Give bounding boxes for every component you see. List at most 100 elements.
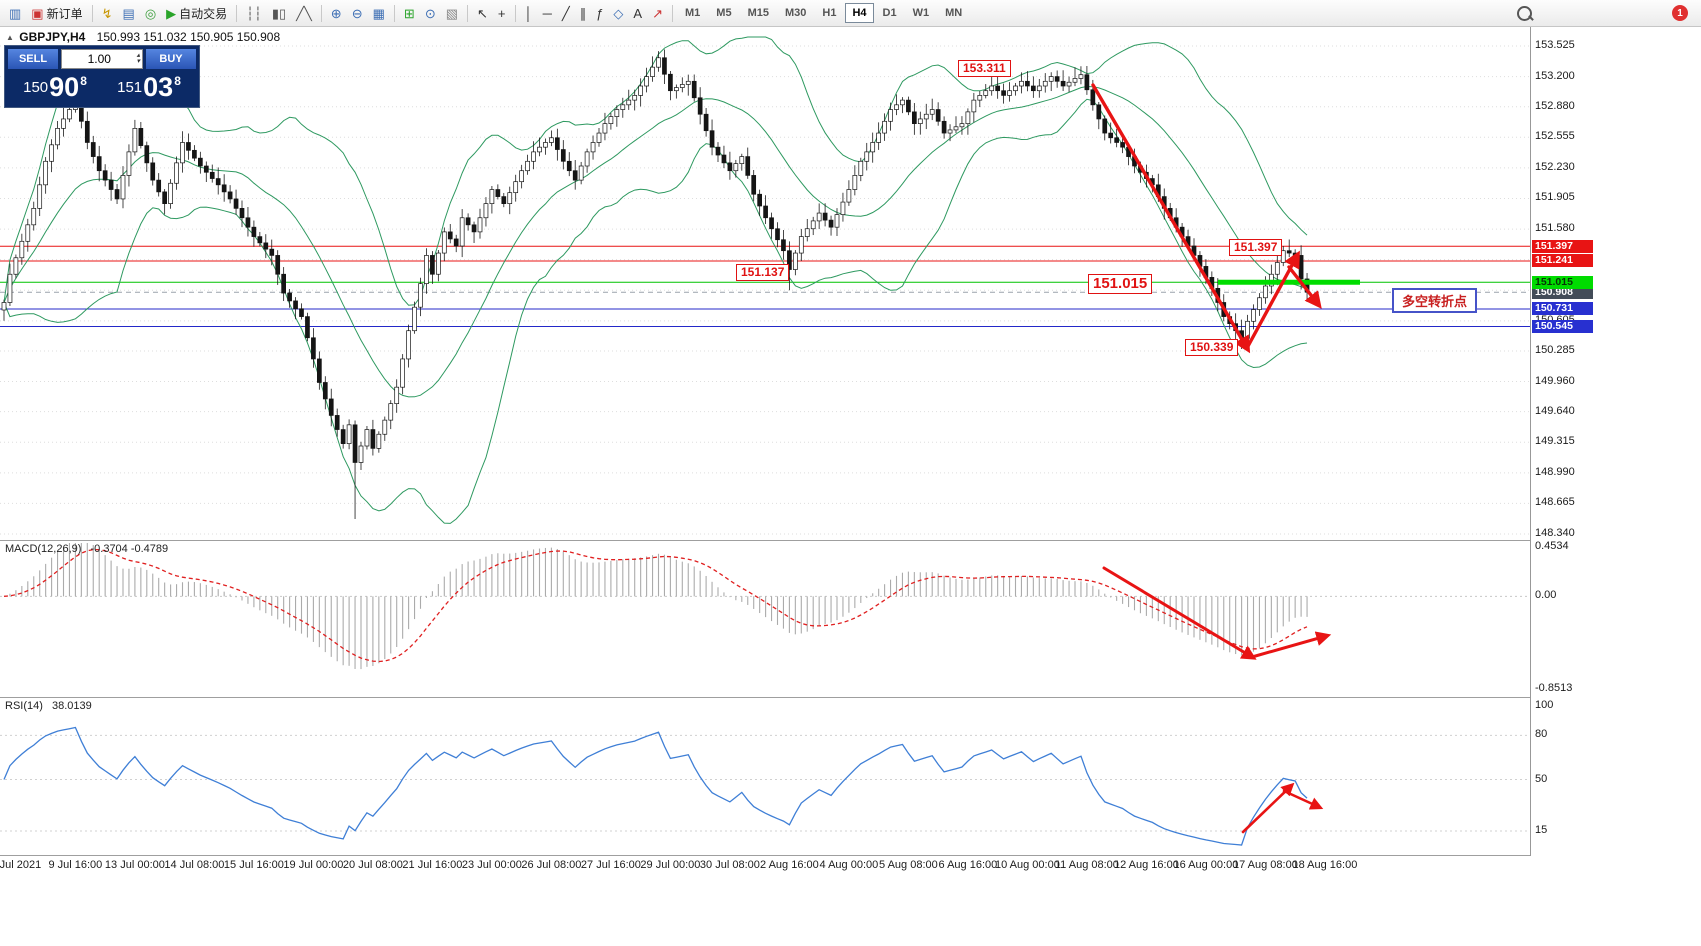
annotation-note[interactable]: 多空转折点 — [1392, 288, 1478, 313]
text-icon[interactable]: A — [629, 5, 646, 22]
rsi-scale-tick: 80 — [1535, 728, 1548, 741]
trend-arrow[interactable] — [1250, 631, 1332, 659]
rsi-scale-tick: 50 — [1535, 772, 1548, 785]
price-tick: 151.905 — [1535, 191, 1575, 204]
buy-button[interactable]: BUY — [146, 49, 196, 69]
timeframe-M5[interactable]: M5 — [716, 7, 732, 19]
horizontal-line-icon[interactable]: ─ — [539, 5, 556, 22]
drawn-trend-arrows[interactable] — [1091, 83, 1332, 834]
buy-price-main: 151 — [117, 79, 143, 96]
toolbar-separator — [467, 4, 469, 22]
volume-up-icon[interactable]: ▴ — [136, 52, 140, 59]
navigator-icon[interactable]: ◎ — [141, 5, 160, 22]
tile-windows-icon[interactable]: ▦ — [369, 5, 389, 22]
price-tick: 150.285 — [1535, 343, 1575, 356]
macd-scale-tick: 0.4534 — [1535, 540, 1569, 552]
panel-separator[interactable] — [0, 697, 1701, 698]
macd-scale-tick: -0.8513 — [1535, 682, 1573, 694]
toolbar-separator — [91, 4, 93, 22]
price-tick: 149.640 — [1535, 404, 1575, 417]
volume-spinner[interactable]: ▴ ▾ — [136, 52, 142, 65]
chart-grid — [0, 45, 1530, 535]
bollinger-bands — [3, 36, 1308, 524]
price-level-label: 151.241 — [1532, 254, 1593, 268]
rsi-panel — [0, 726, 1530, 846]
sell-price-main: 150 — [23, 79, 49, 96]
price-level-label: 150.731 — [1532, 302, 1593, 316]
rsi-scale-tick: 15 — [1535, 823, 1548, 836]
arrow-tool-icon[interactable]: ↗ — [648, 5, 667, 22]
crosshair-icon[interactable]: + — [494, 5, 510, 22]
vertical-line-icon: │ — [524, 5, 533, 21]
search-icon[interactable] — [1517, 5, 1532, 21]
time-label: 17 Aug 08:00 — [1232, 859, 1298, 871]
navigator-icon: ◎ — [144, 5, 157, 21]
zoom-in-icon[interactable]: ⊕ — [327, 5, 346, 22]
channel-icon[interactable]: ∥ — [576, 5, 591, 22]
trend-arrow[interactable] — [1282, 789, 1324, 810]
volume-down-icon[interactable]: ▾ — [136, 58, 140, 65]
chart-canvas[interactable] — [0, 27, 1530, 856]
trend-arrow[interactable] — [1241, 782, 1295, 834]
price-tick: 153.200 — [1535, 69, 1575, 82]
price-level-label: 150.545 — [1532, 319, 1593, 333]
template-icon[interactable]: ▧ — [442, 5, 462, 22]
trend-arrow[interactable] — [1091, 83, 1251, 354]
bar-chart-icon[interactable]: ┆┆ — [242, 5, 266, 22]
zoom-out-icon[interactable]: ⊖ — [348, 5, 367, 22]
horizontal-line-icon: ─ — [542, 5, 552, 21]
time-label: 9 Jul 16:00 — [48, 859, 103, 871]
chart-symbol-info: ▲ GBPJPY,H4 150.993 151.032 150.905 150.… — [6, 30, 280, 44]
sell-button[interactable]: SELL — [8, 49, 58, 69]
expert-advisors-icon[interactable]: ↯ — [98, 5, 117, 22]
timeframe-M30[interactable]: M30 — [784, 7, 807, 19]
toolbar-separator — [672, 4, 673, 22]
time-label: 16 Aug 00:00 — [1173, 859, 1239, 871]
notification-badge[interactable]: 1 — [1672, 5, 1688, 21]
toolbar-separator — [514, 4, 516, 22]
new-order-button[interactable]: ▣ 新订单 — [27, 3, 86, 24]
timeframe-M1[interactable]: M1 — [685, 7, 701, 19]
timeframe-D1[interactable]: D1 — [882, 7, 897, 19]
timeframe-H4[interactable]: H4 — [845, 3, 874, 23]
buy-price[interactable]: 151 03 8 — [102, 71, 196, 104]
toolbar-right-group: 1 — [1517, 5, 1696, 21]
timeframe-H1[interactable]: H1 — [822, 7, 837, 19]
macd-panel — [0, 543, 1530, 670]
timeframe-MN[interactable]: MN — [945, 7, 963, 19]
sell-price[interactable]: 150 90 8 — [8, 71, 102, 104]
price-tick: 152.880 — [1535, 99, 1575, 112]
cursor-icon[interactable]: ↖ — [473, 5, 492, 22]
fibonacci-icon[interactable]: ƒ — [592, 5, 607, 22]
market-watch-icon[interactable]: ▤ — [119, 5, 139, 22]
timeframe-M15[interactable]: M15 — [747, 7, 769, 19]
price-tick: 152.555 — [1535, 130, 1575, 143]
periods-icon[interactable]: ⊙ — [421, 5, 440, 22]
line-chart-icon[interactable]: ╱╲ — [292, 5, 316, 22]
vertical-line-icon[interactable]: │ — [521, 5, 537, 22]
rsi-scale-tick: 100 — [1535, 699, 1554, 711]
new-chart-icon: ▥ — [9, 5, 22, 21]
trend-arrow[interactable] — [1245, 250, 1300, 350]
indicators-icon[interactable]: ⊞ — [400, 5, 419, 22]
shapes-icon[interactable]: ◇ — [609, 5, 627, 22]
candlestick-chart-icon[interactable]: ▮▯ — [268, 5, 290, 22]
volume-field[interactable]: 1.00 ▴ ▾ — [61, 49, 143, 69]
time-label: 18 Aug 16:00 — [1292, 859, 1358, 871]
panel-separator[interactable] — [0, 540, 1701, 541]
macd-scale-tick: 0.00 — [1535, 589, 1557, 602]
tile-windows-icon: ▦ — [372, 5, 385, 21]
trendline-icon[interactable]: ╱ — [558, 5, 574, 22]
candlesticks — [1, 49, 1310, 519]
price-level-label: 150.908 — [1532, 285, 1593, 299]
volume-value[interactable]: 1.00 — [87, 52, 111, 66]
macd-values: -0.3704 -0.4789 — [90, 543, 169, 555]
timeframe-W1[interactable]: W1 — [912, 7, 930, 19]
new-chart-icon[interactable]: ▥ — [5, 5, 25, 22]
time-label: 19 Jul 00:00 — [283, 859, 344, 871]
panel-separator[interactable] — [0, 855, 1701, 856]
trend-arrow[interactable] — [1102, 566, 1257, 660]
trend-arrow[interactable] — [1287, 265, 1322, 309]
price-level-label: 151.015 — [1532, 275, 1593, 289]
autotrading-button[interactable]: ▶ 自动交易 — [162, 3, 231, 24]
